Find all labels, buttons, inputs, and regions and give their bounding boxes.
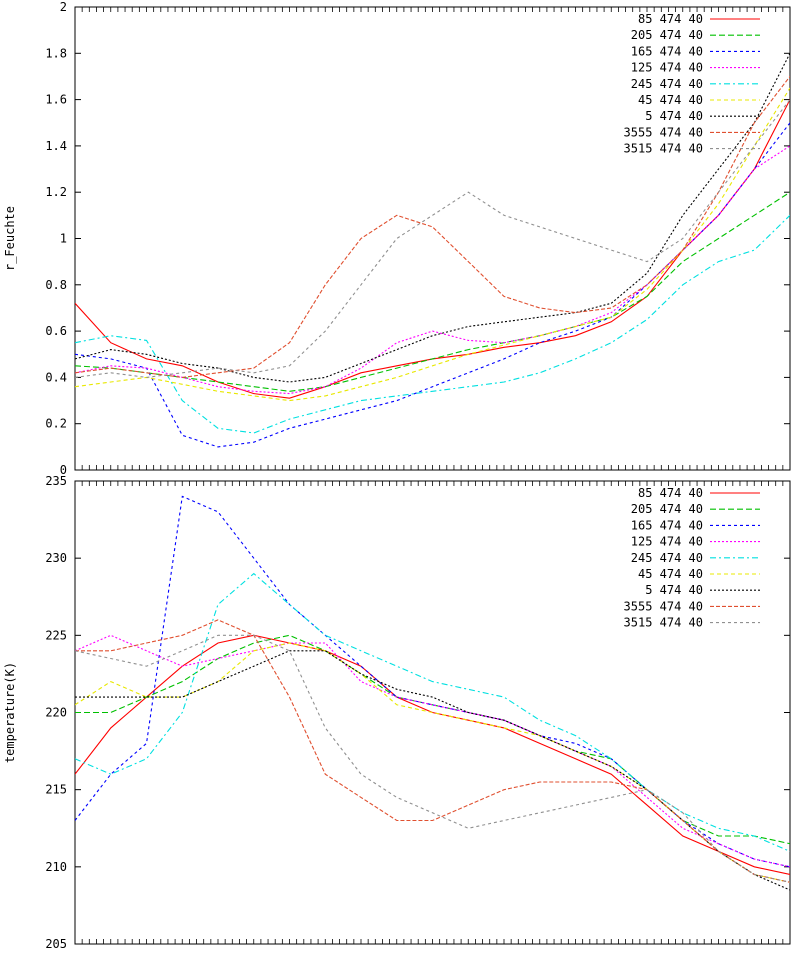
humidity-ytick-label: 1 [60,232,67,246]
temperature-ytick-label: 220 [45,706,67,720]
humidity-legend-label: 245 474 40 [631,77,703,91]
humidity-ytick-label: 0 [60,463,67,477]
humidity-ytick-label: 0.4 [45,370,67,384]
humidity-ytick-label: 1.8 [45,46,67,60]
humidity-series-line [75,191,790,392]
temperature-legend-label: 205 474 40 [631,502,703,516]
temperature-ytick-label: 225 [45,628,67,642]
temperature-legend-label: 5 474 40 [645,583,703,597]
humidity-ytick-label: 1.6 [45,93,67,107]
temperature-series-line [75,650,790,891]
humidity-ytick-label: 0.2 [45,417,67,431]
humidity-legend-label: 5 474 40 [645,109,703,123]
temperature-ytick-label: 210 [45,860,67,874]
temperature-legend-label: 165 474 40 [631,518,703,532]
humidity-series-line [75,87,790,402]
humidity-series-line [75,214,790,434]
humidity-series-line [75,122,790,448]
humidity-legend-label: 205 474 40 [631,28,703,42]
temperature-series-line [75,634,790,876]
humidity-legend-label: 3555 474 40 [624,125,703,139]
temperature-ytick-label: 205 [45,937,67,951]
temperature-series-group [75,495,790,891]
temperature-legend-label: 245 474 40 [631,551,703,565]
temperature-legend-label: 45 474 40 [638,567,703,581]
temperature-ytick-label: 235 [45,474,67,488]
temperature-series-line [75,572,790,852]
temperature-legend-label: 3515 474 40 [624,616,703,630]
humidity-series-group [75,53,790,448]
humidity-legend-label: 45 474 40 [638,93,703,107]
temperature-ytick-label: 215 [45,783,67,797]
temperature-y-axis-title: temperature(K) [3,662,17,763]
humidity-series-line [75,99,790,378]
humidity-series-line [75,76,790,378]
temperature-chart: 205 210 215 220 225 230 235 temperature(K) 85 47… [3,474,791,951]
temperature-series-line [75,619,790,883]
humidity-ytick-label: 0.6 [45,324,67,338]
humidity-series-line [75,145,790,395]
humidity-legend-label: 3515 474 40 [624,142,703,156]
humidity-chart: 0 0.2 0.4 0.6 0.8 1 1.2 1.4 1.6 1.8 2 r_Feuchte 85 4… [3,0,791,477]
humidity-ytick-label: 1.2 [45,185,67,199]
humidity-ytick-label: 1.4 [45,139,67,153]
temperature-ytick-label: 230 [45,551,67,565]
temperature-legend-label: 125 474 40 [631,535,703,549]
humidity-legend-label: 85 474 40 [638,12,703,26]
humidity-legend-label: 125 474 40 [631,61,703,75]
humidity-series-line [75,53,790,383]
humidity-y-axis-title: r_Feuchte [3,206,17,271]
temperature-series-line [75,634,790,868]
humidity-ytick-label: 2 [60,0,67,14]
temperature-series-line [75,634,790,883]
humidity-legend-label: 165 474 40 [631,44,703,58]
temperature-legend-label: 3555 474 40 [624,599,703,613]
temperature-legend-label: 85 474 40 [638,486,703,500]
humidity-ytick-label: 0.8 [45,278,67,292]
